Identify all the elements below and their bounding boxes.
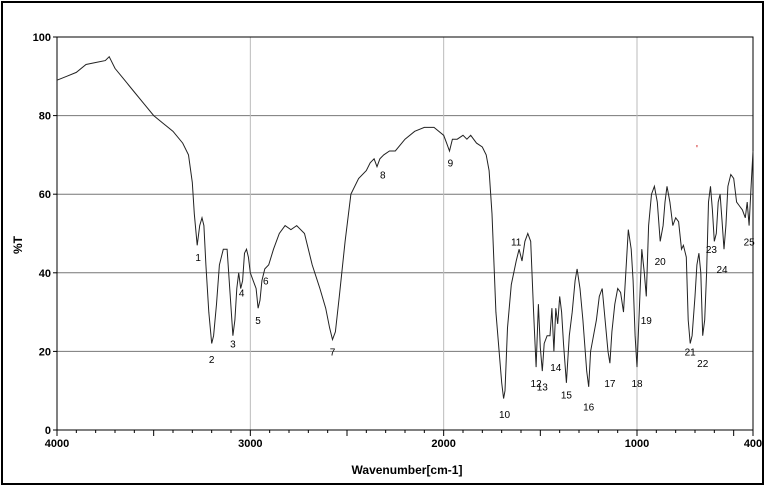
- peak-label-8: 8: [380, 170, 386, 181]
- y-tick-label: 60: [39, 189, 51, 201]
- peak-label-7: 7: [330, 347, 336, 358]
- peak-label-5: 5: [255, 316, 261, 327]
- y-axis-label: %T: [11, 235, 25, 254]
- peak-label-12: 12: [531, 379, 543, 390]
- y-tick-label: 40: [39, 268, 51, 280]
- peak-label-23: 23: [706, 245, 718, 256]
- peak-label-24: 24: [717, 265, 729, 276]
- stray-mark: ': [696, 144, 698, 155]
- peak-label-18: 18: [631, 379, 643, 390]
- peak-label-2: 2: [209, 355, 215, 366]
- x-tick-label: 2000: [431, 438, 455, 450]
- x-tick-label: 1000: [625, 438, 649, 450]
- peak-label-17: 17: [604, 379, 616, 390]
- y-tick-label: 80: [39, 111, 51, 123]
- peak-label-22: 22: [697, 359, 709, 370]
- x-axis-label: Wavenumber[cm-1]: [352, 463, 463, 477]
- x-tick-label: 3000: [238, 438, 262, 450]
- peak-label-15: 15: [561, 391, 573, 402]
- peak-label-11: 11: [511, 237, 522, 248]
- x-axis-ticks: 4000 3000 2000 1000 400: [45, 430, 762, 450]
- peak-label-1: 1: [195, 253, 201, 264]
- peak-label-6: 6: [263, 277, 269, 288]
- y-axis-ticks: 0 20 40 60 80 100: [33, 32, 57, 437]
- x-tick-label: 400: [744, 438, 762, 450]
- peak-label-9: 9: [448, 159, 454, 170]
- spectrum-line: [56, 55, 754, 399]
- grid-lines: [57, 37, 753, 430]
- peak-label-19: 19: [641, 316, 653, 327]
- x-tick-label: 4000: [45, 438, 69, 450]
- peak-label-10: 10: [499, 410, 511, 421]
- peak-label-25: 25: [744, 237, 756, 248]
- peak-label-20: 20: [655, 257, 667, 268]
- peak-label-3: 3: [230, 339, 236, 350]
- y-tick-label: 100: [33, 32, 51, 44]
- peak-label-14: 14: [550, 363, 562, 374]
- y-tick-label: 20: [39, 346, 51, 358]
- peak-label-16: 16: [583, 402, 595, 413]
- peak-label-4: 4: [239, 288, 245, 299]
- peak-label-13: 13: [537, 383, 549, 394]
- peak-label-21: 21: [685, 347, 697, 358]
- y-tick-label: 0: [45, 425, 51, 437]
